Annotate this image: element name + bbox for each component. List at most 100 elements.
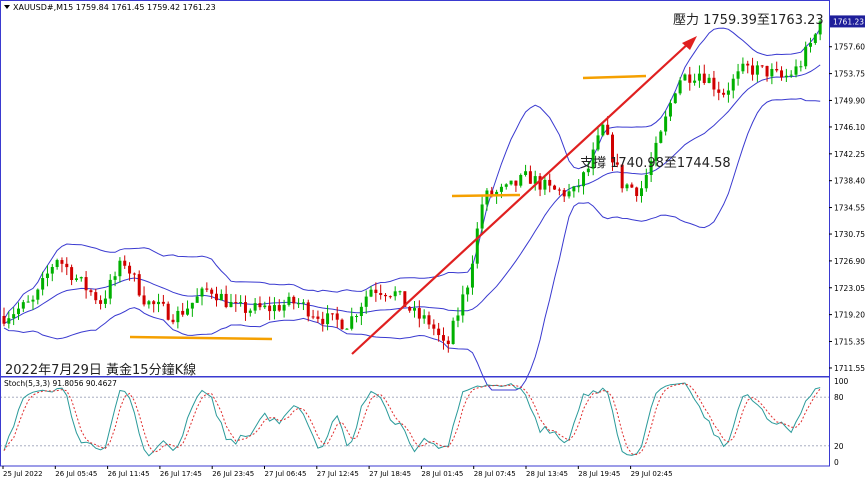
candle-body <box>538 176 542 190</box>
candle-body <box>417 308 421 319</box>
candle-body <box>176 310 180 323</box>
stoch-tick-label: 100 <box>834 377 849 386</box>
candle-body <box>528 171 532 184</box>
candle-body <box>21 302 25 309</box>
candle-body <box>301 302 305 304</box>
candle <box>596 127 600 152</box>
dropdown-triangle-icon[interactable] <box>4 5 10 9</box>
candlestick-series <box>2 19 822 353</box>
time-tick-label: 27 Jul 12:45 <box>317 470 359 478</box>
candle <box>635 186 639 202</box>
candle-body <box>79 277 83 279</box>
candle <box>514 180 518 192</box>
candle-body <box>340 319 344 330</box>
candle-body <box>804 46 808 67</box>
candle-body <box>287 296 291 305</box>
candle-body <box>741 63 745 72</box>
candle-body <box>272 305 276 312</box>
candle-body <box>65 263 69 268</box>
candle-body <box>36 289 40 300</box>
candle-body <box>311 316 315 318</box>
candle-body <box>784 75 788 78</box>
candle-body <box>128 265 132 274</box>
candle <box>688 66 692 91</box>
candle-body <box>755 65 759 75</box>
candle <box>147 299 151 309</box>
candle <box>577 179 581 193</box>
trendline-arrow-icon <box>682 36 697 50</box>
candle <box>190 302 194 317</box>
candle <box>693 73 697 86</box>
candle <box>108 274 112 305</box>
candle <box>210 287 214 299</box>
candle <box>707 73 711 84</box>
candle-body <box>591 149 595 169</box>
candle-body <box>514 180 518 186</box>
candle-body <box>190 302 194 309</box>
candle <box>543 174 547 195</box>
candle-body <box>229 302 233 308</box>
candle-body <box>533 176 537 184</box>
candle <box>639 180 643 203</box>
candle <box>89 288 93 296</box>
candle-body <box>364 296 368 307</box>
candle <box>297 298 301 308</box>
candle-body <box>668 103 672 117</box>
candle-body <box>630 184 634 188</box>
candle-body <box>625 184 629 189</box>
candle-body <box>7 318 11 324</box>
time-tick-label: 28 Jul 19:45 <box>578 470 620 478</box>
candle <box>697 65 701 88</box>
candle-body <box>509 180 513 185</box>
candle <box>21 299 25 312</box>
candle-body <box>113 276 117 280</box>
price-tick-label: 1730.75 <box>834 230 865 239</box>
candle <box>398 290 402 296</box>
candle <box>128 262 132 281</box>
candle <box>717 81 721 101</box>
time-tick-label: 28 Jul 07:45 <box>474 470 516 478</box>
candle-body <box>316 316 320 319</box>
candle-body <box>432 324 436 329</box>
candle-body <box>736 71 740 79</box>
candle <box>7 311 11 329</box>
candle-body <box>461 294 465 316</box>
candle <box>94 288 98 305</box>
candle <box>166 301 170 321</box>
candle <box>345 327 349 330</box>
candle <box>818 19 822 41</box>
candle <box>446 336 450 353</box>
candle <box>219 289 223 301</box>
time-tick-label: 27 Jul 06:45 <box>265 470 307 478</box>
price-tick-label: 1753.75 <box>834 70 865 79</box>
stoch-tick-label: 80 <box>834 393 844 402</box>
candle <box>765 65 769 82</box>
time-tick-label: 27 Jul 18:45 <box>369 470 411 478</box>
candle-body <box>582 172 586 187</box>
candle <box>301 299 305 311</box>
candle-body <box>60 260 64 264</box>
candle <box>99 295 103 310</box>
candle <box>132 272 136 282</box>
candle <box>55 258 59 270</box>
candle <box>654 136 658 167</box>
price-tick-label: 1734.55 <box>834 204 865 213</box>
candle <box>615 153 619 168</box>
candle-body <box>446 340 450 344</box>
stoch-signal-line <box>3 383 821 456</box>
stoch-header: Stoch(5,3,3) 91.8056 90.4627 <box>4 379 117 388</box>
candle <box>205 282 209 293</box>
candle-body <box>248 310 252 313</box>
candle <box>137 270 141 297</box>
candle-body <box>2 316 6 324</box>
candle-body <box>770 68 774 77</box>
candle-body <box>219 293 223 301</box>
candle-body <box>466 287 470 295</box>
candle <box>804 41 808 70</box>
candle <box>157 293 161 313</box>
time-tick-label: 26 Jul 11:45 <box>108 470 150 478</box>
candle-body <box>611 134 615 163</box>
candle <box>161 294 165 307</box>
candle-body <box>99 300 103 304</box>
